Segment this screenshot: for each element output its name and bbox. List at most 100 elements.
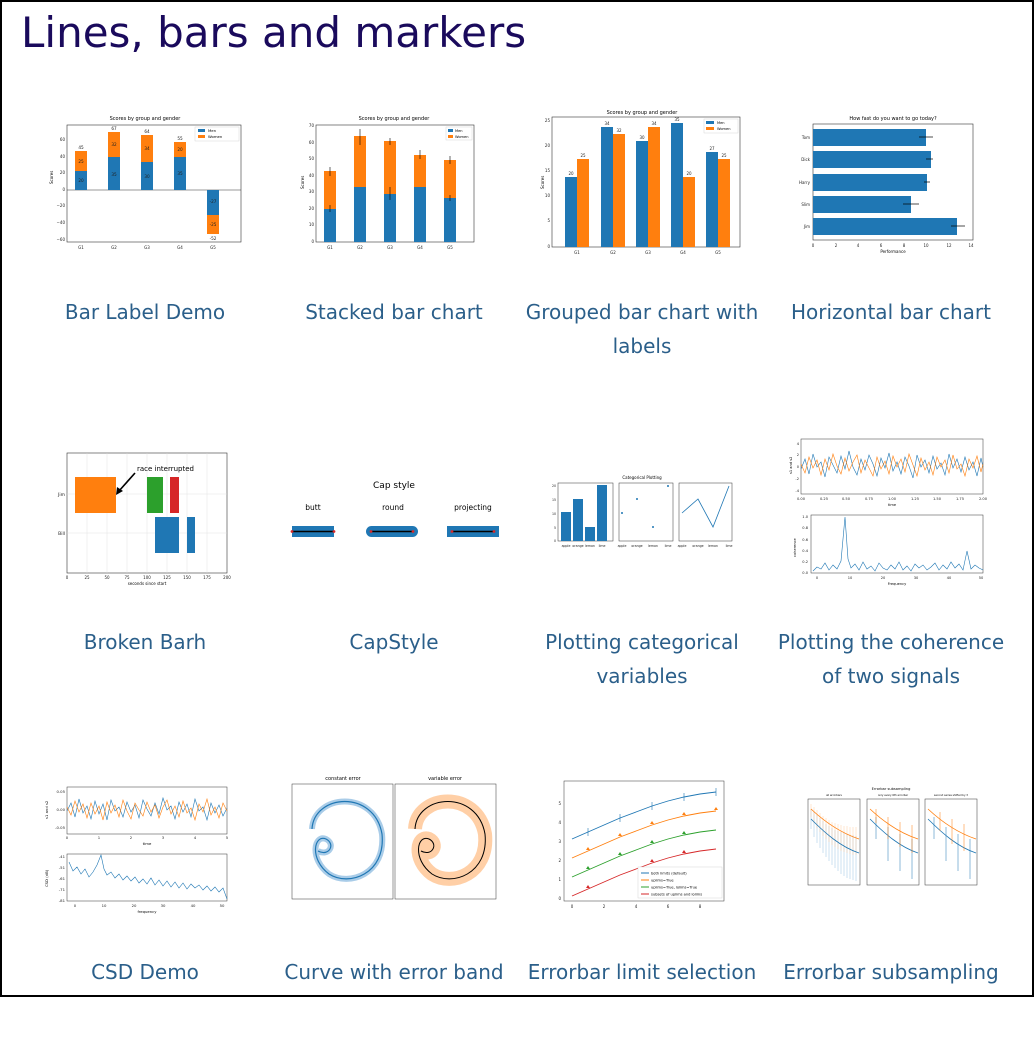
svg-text:orange: orange — [572, 544, 583, 548]
men-value: -27 — [210, 199, 217, 204]
gallery-caption[interactable]: Grouped bar chart with labels — [525, 300, 759, 358]
capstyle-chart: Cap style butt round projecting — [290, 481, 499, 537]
gallery-item-errorbar-limit[interactable]: 5 4 3 2 1 0 0 2 4 6 8 both limits (defau… — [522, 759, 762, 1049]
women-value: 32 — [111, 142, 117, 147]
svg-text:-81: -81 — [59, 898, 66, 903]
svg-text:125: 125 — [163, 575, 171, 580]
svg-text:Scores by group and gender: Scores by group and gender — [359, 116, 431, 122]
svg-text:projecting: projecting — [454, 503, 492, 512]
svg-text:70: 70 — [309, 123, 315, 128]
svg-text:40: 40 — [191, 903, 196, 908]
thumbnail-grouped-bar-chart[interactable]: Scores by group and gender 20 25 34 32 30 3… — [522, 99, 762, 269]
svg-text:all errorbars: all errorbars — [826, 793, 842, 797]
thumbnail-horizontal-bar-chart[interactable]: How fast do you want to go today? Tom Di… — [771, 99, 1011, 269]
svg-text:apple: apple — [678, 544, 687, 548]
gallery-item-bar-label-demo[interactable]: Scores by group and gender 45 67 64 55 -… — [25, 99, 265, 389]
gallery-item-categorical-variables[interactable]: Categorical Plotting 20 15 10 5 0 app — [522, 429, 762, 719]
svg-text:G2: G2 — [357, 245, 363, 250]
svg-text:coherence: coherence — [793, 537, 797, 557]
svg-text:20: 20 — [132, 903, 137, 908]
men-value: 30 — [144, 174, 150, 179]
thumbnail-stacked-bar-chart[interactable]: Scores by group and gender 70 60 50 40 — [274, 99, 514, 269]
page-title: Lines, bars and markers — [21, 8, 527, 57]
svg-text:lime: lime — [726, 544, 733, 548]
gallery-item-stacked-bar-chart[interactable]: Scores by group and gender 70 60 50 40 — [274, 99, 514, 389]
gallery-item-coherence[interactable]: 4 2 0 -2 -4 0.00 0.25 0.50 0.75 1.00 1.2… — [771, 429, 1011, 719]
gallery-item-capstyle[interactable]: Cap style butt round projecting CapStyle — [274, 429, 514, 719]
svg-text:−20: −20 — [57, 203, 66, 208]
svg-text:G1: G1 — [78, 245, 84, 250]
thumbnail-bar-label-demo[interactable]: Scores by group and gender 45 67 64 55 -… — [25, 99, 265, 269]
svg-text:Dick: Dick — [801, 157, 810, 162]
thumbnail-categorical-variables[interactable]: Categorical Plotting 20 15 10 5 0 app — [522, 429, 762, 599]
svg-text:only every 6th errorbar: only every 6th errorbar — [878, 793, 909, 797]
thumbnail-errorbar-limit[interactable]: 5 4 3 2 1 0 0 2 4 6 8 both limits (defau… — [522, 759, 762, 929]
svg-text:Women: Women — [208, 134, 223, 139]
svg-text:lemon: lemon — [585, 544, 595, 548]
svg-text:0.2: 0.2 — [802, 560, 808, 564]
error-band-chart: constant error variable error — [291, 776, 497, 900]
svg-text:20: 20 — [309, 206, 315, 211]
coherence-chart: 4 2 0 -2 -4 0.00 0.25 0.50 0.75 1.00 1.2… — [789, 438, 988, 586]
svg-text:2: 2 — [558, 858, 561, 863]
svg-text:0: 0 — [816, 576, 819, 580]
svg-text:4: 4 — [797, 442, 800, 446]
gallery-item-broken-barh[interactable]: race interrupted Jim Bill 0 25 50 75 100… — [25, 429, 265, 719]
svg-text:200: 200 — [223, 575, 231, 580]
thumbnail-broken-barh[interactable]: race interrupted Jim Bill 0 25 50 75 100… — [25, 429, 265, 599]
svg-text:10: 10 — [552, 512, 556, 516]
gallery-item-errorbar-subsampling[interactable]: Errorbar subsampling all errorbars only … — [771, 759, 1011, 1049]
svg-text:20: 20 — [552, 484, 556, 488]
gallery-caption[interactable]: Plotting the coherence of two signals — [777, 630, 1005, 688]
gallery-caption[interactable]: Errorbar limit selection — [527, 960, 757, 984]
gallery-caption[interactable]: Stacked bar chart — [305, 300, 483, 324]
svg-text:50: 50 — [104, 575, 110, 580]
gallery-item-horizontal-bar-chart[interactable]: How fast do you want to go today? Tom Di… — [771, 99, 1011, 389]
csd-chart: 0.05 0.00 -0.05 0 1 2 3 4 5 time s1 and … — [44, 786, 229, 914]
svg-text:40: 40 — [947, 576, 952, 580]
men-value: 35 — [177, 171, 183, 176]
bars-men — [324, 187, 456, 242]
gallery-caption[interactable]: Curve with error band — [284, 960, 504, 984]
svg-text:G3: G3 — [387, 245, 393, 250]
gallery-caption[interactable]: CapStyle — [349, 630, 439, 654]
thumbnail-capstyle[interactable]: Cap style butt round projecting — [274, 429, 514, 599]
gallery-caption[interactable]: Errorbar subsampling — [783, 960, 999, 984]
svg-text:50: 50 — [979, 576, 984, 580]
svg-text:1.50: 1.50 — [933, 497, 942, 501]
svg-text:Women: Women — [717, 127, 731, 131]
thumbnail-curve-error-band[interactable]: constant error variable error — [274, 759, 514, 929]
gallery-caption[interactable]: Horizontal bar chart — [791, 300, 991, 324]
svg-text:variable error: variable error — [428, 776, 463, 782]
svg-text:25: 25 — [580, 153, 586, 158]
svg-text:50: 50 — [309, 156, 315, 161]
svg-text:Harry: Harry — [799, 180, 811, 185]
women-value: 34 — [144, 146, 150, 151]
thumbnail-csd-demo[interactable]: 0.05 0.00 -0.05 0 1 2 3 4 5 time s1 and … — [25, 759, 265, 929]
svg-text:0: 0 — [74, 903, 77, 908]
svg-text:35: 35 — [674, 117, 680, 122]
women-value: 20 — [177, 147, 183, 152]
gallery-caption[interactable]: CSD Demo — [91, 960, 199, 984]
thumbnail-coherence[interactable]: 4 2 0 -2 -4 0.00 0.25 0.50 0.75 1.00 1.2… — [771, 429, 1011, 599]
svg-text:second series shifted by 3: second series shifted by 3 — [934, 793, 968, 797]
svg-text:both limits (default): both limits (default) — [651, 872, 687, 876]
svg-text:Jim: Jim — [57, 492, 65, 498]
page-frame: Lines, bars and markers Scores by group … — [0, 0, 1034, 997]
gallery-caption[interactable]: Bar Label Demo — [64, 300, 226, 324]
gallery-item-grouped-bar-chart[interactable]: Scores by group and gender 20 25 34 32 30 3… — [522, 99, 762, 389]
svg-text:How fast do you want to go tod: How fast do you want to go today? — [849, 116, 937, 122]
svg-text:-41: -41 — [59, 854, 66, 859]
gallery-item-curve-error-band[interactable]: constant error variable error Curve with… — [274, 759, 514, 1049]
gallery-caption[interactable]: Broken Barh — [83, 630, 207, 654]
svg-text:2: 2 — [130, 835, 133, 840]
svg-text:G4: G4 — [417, 245, 423, 250]
gallery-caption[interactable]: Plotting categorical variables — [545, 630, 739, 688]
gallery-item-csd-demo[interactable]: 0.05 0.00 -0.05 0 1 2 3 4 5 time s1 and … — [25, 759, 265, 1049]
svg-text:50: 50 — [220, 903, 225, 908]
men-value: 35 — [111, 172, 117, 177]
svg-text:0.50: 0.50 — [842, 497, 851, 501]
svg-text:0: 0 — [547, 244, 550, 249]
categorical-chart: Categorical Plotting 20 15 10 5 0 app — [552, 475, 733, 548]
thumbnail-errorbar-subsampling[interactable]: Errorbar subsampling all errorbars only … — [771, 759, 1011, 929]
